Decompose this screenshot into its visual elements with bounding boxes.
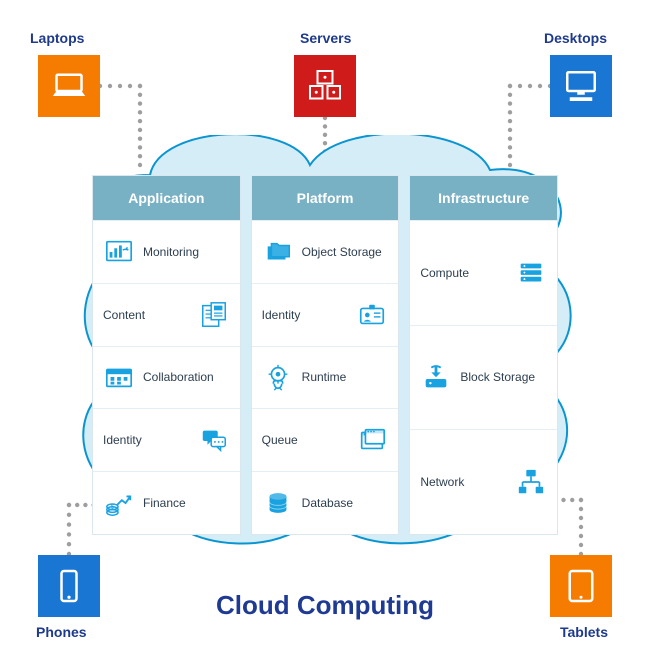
device-desktops (550, 55, 612, 117)
id-card-icon (356, 299, 388, 331)
device-servers (294, 55, 356, 117)
cell-network: Network (410, 429, 557, 534)
svg-text:$: $ (111, 504, 115, 511)
cell-label: Queue (262, 433, 349, 447)
monitoring-icon (103, 236, 135, 268)
cell-finance: $ Finance (93, 471, 240, 534)
cell-label: Block Storage (460, 370, 547, 384)
cell-label: Database (302, 496, 389, 510)
cell-label: Object Storage (302, 245, 389, 259)
device-label-servers: Servers (300, 30, 351, 46)
queue-icon (356, 424, 388, 456)
compute-icon (515, 257, 547, 289)
cell-collaboration: Collaboration (93, 346, 240, 409)
column-platform: Platform Object Storage Identity Runtime Que… (251, 175, 400, 535)
block-storage-icon (420, 362, 452, 394)
cell-label: Identity (103, 433, 190, 447)
cell-label: Monitoring (143, 245, 230, 259)
column-application: Application Monitoring Content Collaboratio… (92, 175, 241, 535)
device-label-phones: Phones (36, 624, 87, 640)
device-label-desktops: Desktops (544, 30, 607, 46)
content-icon (198, 299, 230, 331)
database-icon (262, 487, 294, 519)
cell-label: Network (420, 475, 507, 489)
cell-queue: Queue (252, 408, 399, 471)
cell-compute: Compute (410, 220, 557, 325)
device-label-laptops: Laptops (30, 30, 84, 46)
chat-icon (198, 424, 230, 456)
finance-icon: $ (103, 487, 135, 519)
column-header: Infrastructure (410, 176, 557, 220)
cell-database: Database (252, 471, 399, 534)
cell-label: Compute (420, 266, 507, 280)
column-infrastructure: Infrastructure Compute Block Storage Networ… (409, 175, 558, 535)
cell-folders: Object Storage (252, 220, 399, 283)
cell-monitoring: Monitoring (93, 220, 240, 283)
cell-content: Content (93, 283, 240, 346)
network-icon (515, 466, 547, 498)
collaboration-icon (103, 361, 135, 393)
columns-wrap: Application Monitoring Content Collaboratio… (92, 175, 558, 535)
cell-chat: Identity (93, 408, 240, 471)
device-label-tablets: Tablets (560, 624, 608, 640)
column-header: Platform (252, 176, 399, 220)
cell-label: Finance (143, 496, 230, 510)
column-header: Application (93, 176, 240, 220)
cell-id-card: Identity (252, 283, 399, 346)
runtime-icon (262, 361, 294, 393)
cell-block-storage: Block Storage (410, 325, 557, 430)
cell-runtime: Runtime (252, 346, 399, 409)
diagram-title: Cloud Computing (0, 590, 650, 621)
folders-icon (262, 236, 294, 268)
device-laptops (38, 55, 100, 117)
cell-label: Collaboration (143, 370, 230, 384)
cell-label: Identity (262, 308, 349, 322)
cloud-container: Application Monitoring Content Collaboratio… (70, 135, 580, 565)
cell-label: Runtime (302, 370, 389, 384)
cell-label: Content (103, 308, 190, 322)
